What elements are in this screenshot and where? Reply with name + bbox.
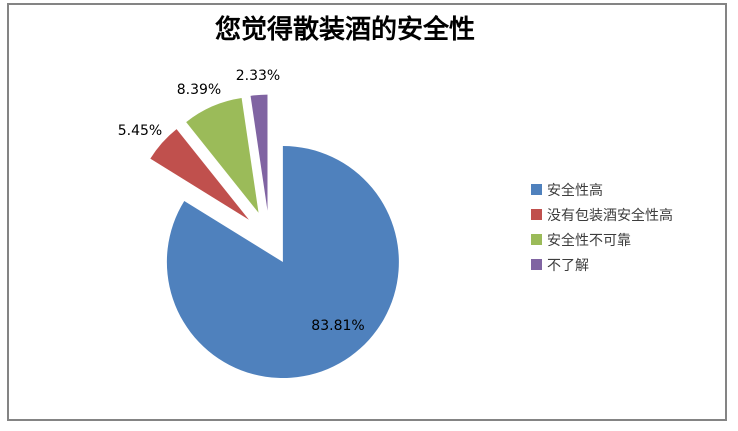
legend-label: 安全性高: [547, 182, 603, 199]
pie-slice-4: [250, 94, 268, 211]
pie-slice-2: [150, 129, 249, 220]
data-label-4: 2.33%: [235, 68, 281, 84]
legend-item-1: 安全性高: [531, 177, 673, 202]
data-label-1: 83.81%: [311, 318, 365, 334]
legend-item-2: 没有包装酒安全性高: [531, 202, 673, 227]
pie-slice-3: [186, 98, 259, 213]
legend-label: 不了解: [547, 257, 589, 274]
legend-item-3: 安全性不可靠: [531, 227, 673, 252]
legend-swatch-icon: [531, 184, 542, 195]
data-label-3: 8.39%: [176, 82, 222, 98]
chart-title: 您觉得散装酒的安全性: [214, 15, 475, 45]
legend-swatch-icon: [531, 259, 542, 270]
pie-slice-1: [166, 146, 399, 379]
legend-swatch-icon: [531, 209, 542, 220]
data-label-2: 5.45%: [117, 123, 163, 139]
legend: 安全性高没有包装酒安全性高 安全性不可靠 不了解: [531, 177, 673, 277]
legend-label: 没有包装酒安全性高: [547, 207, 673, 224]
legend-swatch-icon: [531, 234, 542, 245]
legend-label: 安全性不可靠: [547, 232, 631, 249]
legend-item-4: 不了解: [531, 252, 673, 277]
